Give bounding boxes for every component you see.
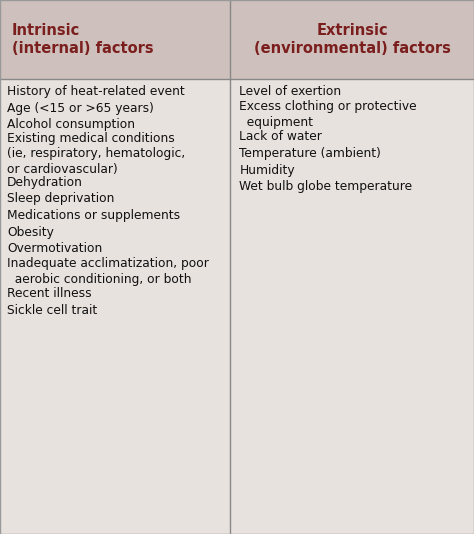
Text: Sleep deprivation: Sleep deprivation bbox=[7, 192, 115, 206]
Text: Humidity: Humidity bbox=[239, 163, 295, 177]
Text: Age (<15 or >65 years): Age (<15 or >65 years) bbox=[7, 101, 154, 115]
Text: History of heat-related event: History of heat-related event bbox=[7, 85, 185, 98]
Text: Excess clothing or protective
  equipment: Excess clothing or protective equipment bbox=[239, 100, 417, 129]
Text: Lack of water: Lack of water bbox=[239, 130, 322, 144]
Text: Existing medical conditions
(ie, respiratory, hematologic,
or cardiovascular): Existing medical conditions (ie, respira… bbox=[7, 131, 185, 176]
Bar bbox=[230, 0, 474, 79]
Text: Alcohol consumption: Alcohol consumption bbox=[7, 118, 135, 131]
Text: Extrinsic
(environmental) factors: Extrinsic (environmental) factors bbox=[254, 23, 450, 56]
Text: Overmotivation: Overmotivation bbox=[7, 242, 102, 255]
Text: Intrinsic
(internal) factors: Intrinsic (internal) factors bbox=[12, 23, 154, 56]
Bar bbox=[0, 0, 230, 79]
Text: Dehydration: Dehydration bbox=[7, 176, 83, 189]
Text: Recent illness: Recent illness bbox=[7, 287, 92, 301]
Text: Medications or supplements: Medications or supplements bbox=[7, 209, 180, 222]
Text: Level of exertion: Level of exertion bbox=[239, 85, 341, 98]
Text: Sickle cell trait: Sickle cell trait bbox=[7, 304, 97, 317]
Text: Inadequate acclimatization, poor
  aerobic conditioning, or both: Inadequate acclimatization, poor aerobic… bbox=[7, 257, 209, 286]
Text: Temperature (ambient): Temperature (ambient) bbox=[239, 147, 381, 160]
Text: Wet bulb globe temperature: Wet bulb globe temperature bbox=[239, 180, 412, 193]
Text: Obesity: Obesity bbox=[7, 225, 54, 239]
